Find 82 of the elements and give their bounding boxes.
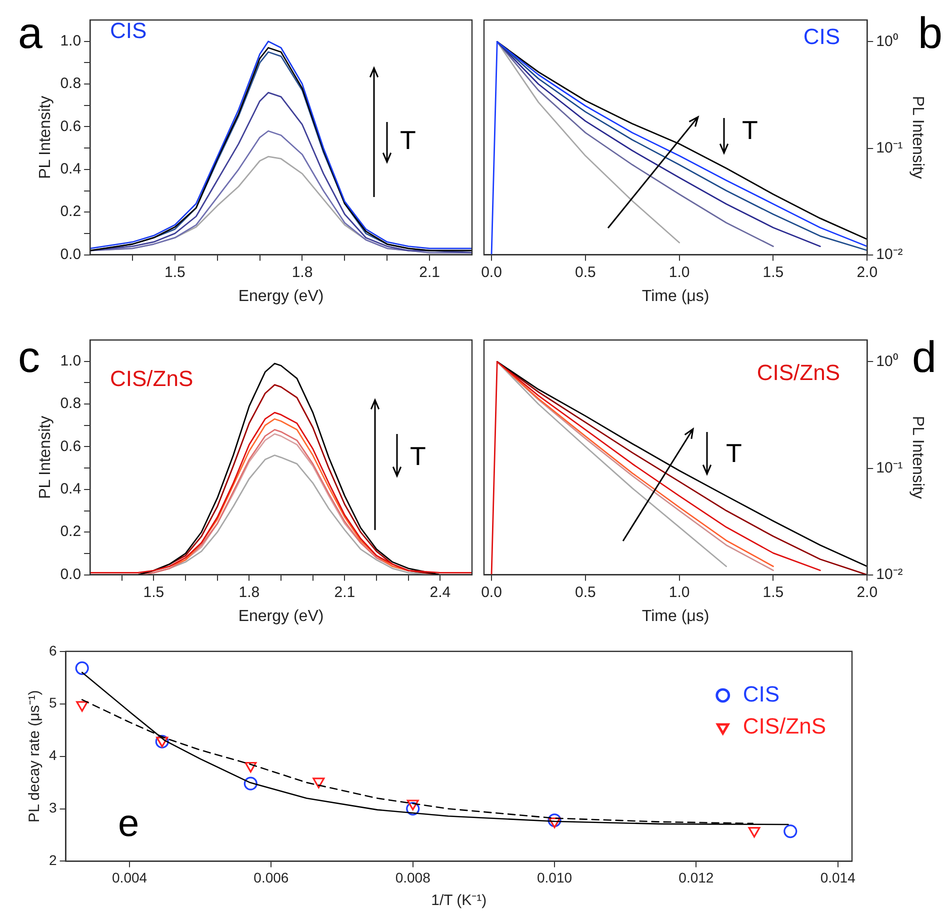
x-tick-label: 1.5 <box>762 584 784 601</box>
point <box>244 776 258 790</box>
x-tick-label: 1.5 <box>762 264 784 281</box>
chart-title: CIS <box>803 24 840 49</box>
y-axis-title: PL Intensity <box>37 416 54 499</box>
text: a <box>18 9 42 58</box>
text: d <box>912 333 936 382</box>
x-tick-label: 0.5 <box>574 584 596 601</box>
x-tick-label: 1.5 <box>164 264 186 281</box>
y-tick-label: 0.0 <box>60 566 82 583</box>
y2-tick-label: 10⁻² <box>876 566 903 583</box>
x-tick-label: 2.0 <box>856 584 878 601</box>
y-tick-label: 3 <box>48 800 57 816</box>
annotation: T <box>742 115 758 145</box>
point <box>748 826 760 838</box>
point <box>548 813 562 828</box>
x-tick-label: 0.0 <box>481 264 502 281</box>
y2-axis-title: PL Intensity <box>908 96 926 179</box>
x-tick-label: 0.004 <box>112 869 148 886</box>
y-tick-label: 0.6 <box>60 118 82 135</box>
y2-tick-label: 10⁻¹ <box>876 139 903 156</box>
y-axis-title: PL Intensity <box>37 96 54 179</box>
x-tick-label: 2.1 <box>334 584 356 601</box>
y-tick-label: 4 <box>48 747 57 764</box>
point <box>548 818 561 828</box>
point <box>406 800 419 810</box>
x-tick-label: 1.8 <box>238 584 260 601</box>
y-tick-label: 0.4 <box>60 160 82 178</box>
x-axis-title: Time (μs) <box>642 288 710 305</box>
x-tick-label: 1.5 <box>143 584 164 601</box>
y-tick-label: 1.0 <box>60 352 82 370</box>
y-tick-label: 5 <box>48 694 57 711</box>
y-tick-label: 0.2 <box>60 523 82 540</box>
x-tick-label: 0.010 <box>536 869 572 886</box>
x-axis-title: Energy (eV) <box>238 608 324 625</box>
y2-tick-label: 10⁻¹ <box>876 459 903 476</box>
annotation: T <box>410 441 426 471</box>
x-tick-label: 0.006 <box>254 869 289 886</box>
x-tick-label: 2.4 <box>430 584 451 601</box>
annotation: T <box>400 125 416 155</box>
text: CIS/ZnS <box>756 360 840 385</box>
y-tick-label: 1.0 <box>60 32 82 50</box>
x-tick-label: 0.0 <box>481 584 502 601</box>
text: c <box>18 333 40 382</box>
point <box>312 778 325 788</box>
y-tick-label: 0.6 <box>60 438 82 455</box>
text: b <box>918 9 942 58</box>
y-tick-label: 0.2 <box>60 203 82 220</box>
annotation: e <box>118 803 140 845</box>
y-tick-label: 0.4 <box>60 480 82 498</box>
legend-label: CIS/ZnS <box>742 713 826 738</box>
chart-title: CIS <box>110 18 147 43</box>
y-tick-label: 2 <box>48 852 57 868</box>
x-tick-label: 0.5 <box>574 264 596 281</box>
y2-axis-title: PL Intensity <box>908 416 926 499</box>
annotation: T <box>726 438 742 468</box>
x-tick-label: 0.014 <box>820 869 856 886</box>
x-axis-title: 1/T (K⁻¹) <box>431 892 487 910</box>
y-tick-label: 0.8 <box>60 395 82 412</box>
point <box>75 661 89 675</box>
x-tick-label: 1.8 <box>292 264 313 281</box>
y-axis-title: PL decay rate (μs⁻¹) <box>26 690 44 822</box>
y2-tick-label: 10⁻² <box>876 246 903 263</box>
x-tick-label: 2.1 <box>419 264 440 281</box>
x-axis-title: Time (μs) <box>642 608 710 625</box>
point <box>784 824 798 838</box>
x-tick-label: 1.0 <box>668 264 690 281</box>
y-tick-label: 6 <box>48 642 57 658</box>
point <box>406 802 420 816</box>
y2-tick-label: 10⁰ <box>876 352 898 370</box>
x-tick-label: 1.0 <box>668 584 690 601</box>
point <box>76 701 88 712</box>
x-axis-title: Energy (eV) <box>238 288 324 305</box>
y2-tick-label: 10⁰ <box>876 32 898 50</box>
x-tick-label: 2.0 <box>856 264 878 281</box>
text: CIS/ZnS <box>110 366 194 391</box>
x-tick-label: 0.012 <box>678 869 714 886</box>
legend-label: CIS <box>742 681 780 706</box>
x-tick-label: 0.008 <box>395 869 431 886</box>
y-tick-label: 0.0 <box>60 246 82 263</box>
y-tick-label: 0.8 <box>60 75 82 92</box>
point <box>244 762 257 773</box>
